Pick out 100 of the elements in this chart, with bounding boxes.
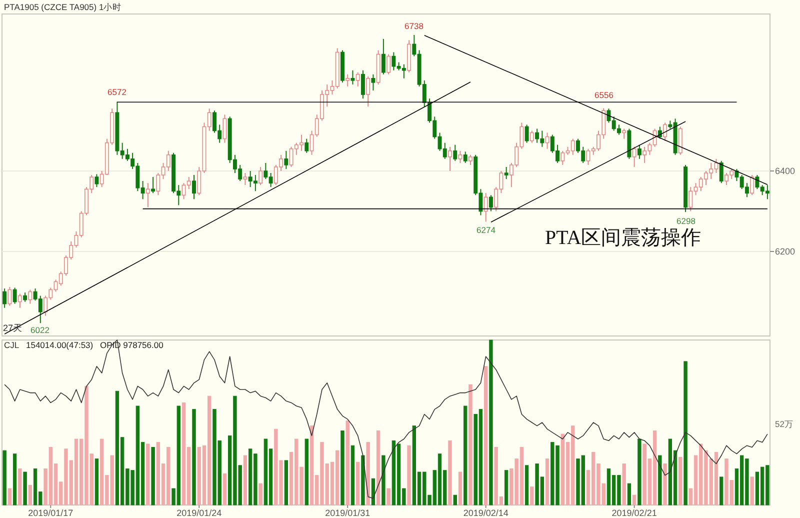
bar: [484, 366, 488, 506]
candlestick: [366, 76, 370, 108]
bar: [304, 438, 308, 506]
bar: [356, 462, 360, 506]
candlestick: [488, 194, 493, 212]
bar: [458, 472, 462, 506]
bar: [663, 464, 667, 506]
candlestick: [304, 138, 309, 154]
annotation: 6298: [676, 216, 696, 226]
candlestick: [463, 151, 468, 164]
bar: [28, 484, 32, 506]
candlestick: [350, 70, 355, 85]
bar: [720, 476, 724, 506]
bar: [371, 478, 376, 506]
candlestick: [484, 192, 488, 222]
y-tick-label: 6400: [775, 166, 796, 176]
annotation: 6738: [404, 21, 424, 31]
x-tick-label: 2019/02/14: [463, 508, 508, 518]
candlestick: [458, 150, 462, 164]
candlestick: [360, 70, 365, 100]
bar: [524, 465, 529, 506]
bar: [243, 455, 248, 506]
bar: [12, 454, 17, 506]
candlestick: [453, 144, 458, 162]
x-tick-label: 2019/01/24: [176, 508, 222, 518]
candlestick: [381, 38, 386, 75]
candlestick: [356, 72, 360, 87]
candlestick: [468, 154, 472, 166]
bar: [258, 483, 262, 506]
bar: [8, 488, 12, 506]
x-tick-label: 2019/02/21: [612, 508, 657, 518]
x-tick-label: 2019/01/17: [28, 508, 74, 518]
candlestick: [371, 74, 376, 91]
bar: [346, 420, 350, 506]
annotation: 6022: [30, 325, 50, 335]
candlestick: [18, 293, 22, 308]
candlestick: [28, 289, 32, 304]
y-tick-label: 6200: [775, 246, 796, 256]
bar: [638, 438, 642, 506]
candlestick: [622, 128, 626, 140]
annotation: PTA区间震荡操作: [545, 227, 702, 249]
candlestick: [151, 176, 156, 194]
candlestick: [504, 166, 508, 180]
bar: [489, 340, 493, 506]
candlestick: [719, 160, 724, 184]
bar: [361, 455, 365, 506]
bar: [18, 468, 22, 506]
bar: [284, 460, 288, 506]
candlestick: [750, 174, 754, 196]
candlestick: [632, 146, 636, 168]
bar: [376, 430, 380, 506]
bar: [192, 409, 196, 506]
bar: [222, 473, 227, 506]
bar: [750, 476, 754, 506]
candlestick: [524, 124, 529, 144]
candlestick: [243, 172, 248, 186]
bar: [627, 483, 632, 506]
bar: [448, 440, 452, 506]
bar: [23, 472, 27, 506]
bar: [622, 464, 626, 506]
bar: [545, 458, 550, 506]
bar: [684, 361, 688, 506]
bar: [340, 430, 344, 506]
annotation: 6274: [476, 225, 496, 235]
bar: [453, 494, 457, 506]
bar: [386, 488, 390, 506]
candlestick: [386, 54, 391, 75]
candlestick: [2, 288, 7, 308]
bar: [2, 450, 6, 506]
candlestick: [258, 166, 263, 186]
annotation: CJL: [4, 340, 20, 350]
candlestick: [637, 144, 642, 160]
candlestick: [530, 130, 534, 144]
annotation: 6572: [108, 87, 127, 97]
candlestick: [663, 122, 668, 142]
candlestick: [545, 132, 550, 150]
bar: [464, 406, 468, 506]
bar: [407, 445, 411, 506]
bar: [151, 447, 155, 506]
candlestick: [94, 174, 99, 188]
bar: [94, 458, 99, 506]
bar: [632, 494, 636, 506]
bar: [678, 456, 682, 506]
bar: [468, 384, 472, 506]
bar: [350, 445, 355, 506]
chart-title: PTA1905 (CZCE TA905) 1小时: [4, 2, 122, 12]
candlestick: [8, 286, 12, 306]
bar: [382, 455, 386, 506]
candlestick: [448, 146, 452, 172]
candlestick: [12, 287, 17, 304]
candlestick: [23, 292, 28, 302]
bar: [504, 470, 508, 506]
text: 52万: [775, 419, 794, 429]
bar: [530, 486, 534, 506]
candlestick: [222, 114, 227, 144]
candlestick: [146, 182, 150, 208]
x-tick-label: 2019/01/31: [325, 508, 370, 518]
annotation: 154014.00(47:53): [26, 340, 94, 350]
bar: [658, 455, 662, 506]
candlestick: [192, 174, 196, 200]
